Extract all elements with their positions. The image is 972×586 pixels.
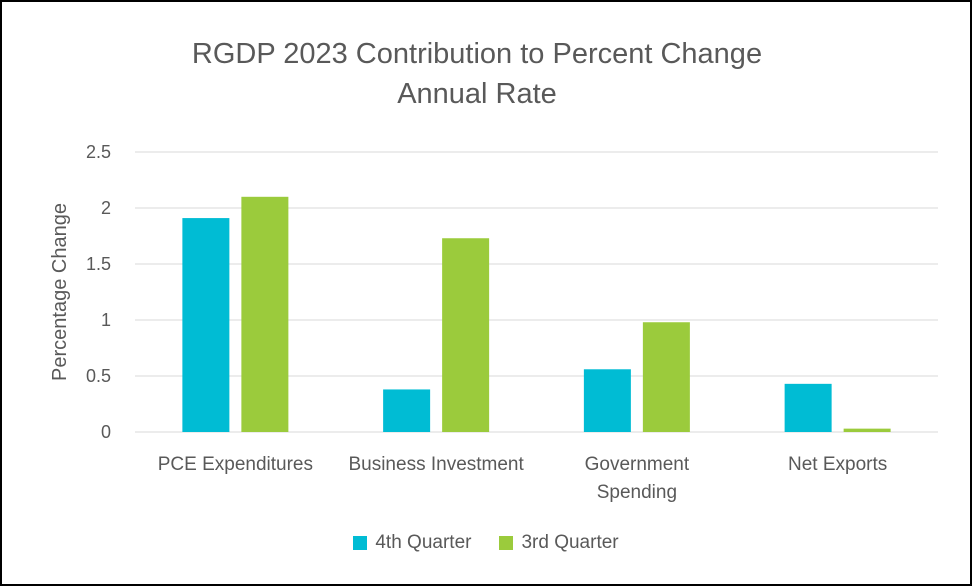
- bar-4th-quarter-0: [182, 218, 230, 432]
- x-tick-label: PCE Expenditures: [158, 454, 313, 475]
- legend-label-4th-quarter: 4th Quarter: [375, 532, 472, 553]
- y-tick-label: 0.5: [86, 366, 111, 386]
- y-tick-label: 0: [101, 422, 111, 442]
- x-tick-label: Business Investment: [348, 454, 524, 475]
- x-tick-label: Net Exports: [788, 454, 887, 475]
- legend-swatch-3rd-quarter: [499, 536, 514, 550]
- chart-title: RGDP 2023 Contribution to Percent Change…: [2, 34, 952, 114]
- bar-4th-quarter-3: [784, 383, 832, 432]
- legend-swatch-4th-quarter: [353, 536, 368, 550]
- bar-3rd-quarter-0: [241, 196, 289, 432]
- legend: 4th Quarter 3rd Quarter: [2, 532, 970, 554]
- bar-4th-quarter-1: [383, 389, 431, 432]
- chart-title-line-2: Annual Rate: [397, 78, 557, 110]
- bar-3rd-quarter-3: [843, 428, 891, 432]
- y-tick-label: 2: [101, 198, 111, 218]
- y-tick-label: 1.5: [86, 254, 111, 274]
- legend-label-3rd-quarter: 3rd Quarter: [521, 532, 619, 553]
- bar-4th-quarter-2: [583, 369, 631, 432]
- y-axis-label: Percentage Change: [49, 203, 71, 381]
- chart-title-line-1: RGDP 2023 Contribution to Percent Change: [191, 38, 763, 70]
- y-tick-label: 2.5: [86, 142, 111, 162]
- legend-item-4th-quarter: 4th Quarter: [353, 532, 471, 554]
- y-tick-label: 1: [101, 310, 111, 330]
- bar-3rd-quarter-1: [442, 238, 490, 432]
- legend-item-3rd-quarter: 3rd Quarter: [499, 532, 619, 554]
- x-tick-label: Spending: [597, 482, 677, 503]
- bar-3rd-quarter-2: [642, 322, 690, 432]
- x-tick-label: Government: [585, 454, 690, 475]
